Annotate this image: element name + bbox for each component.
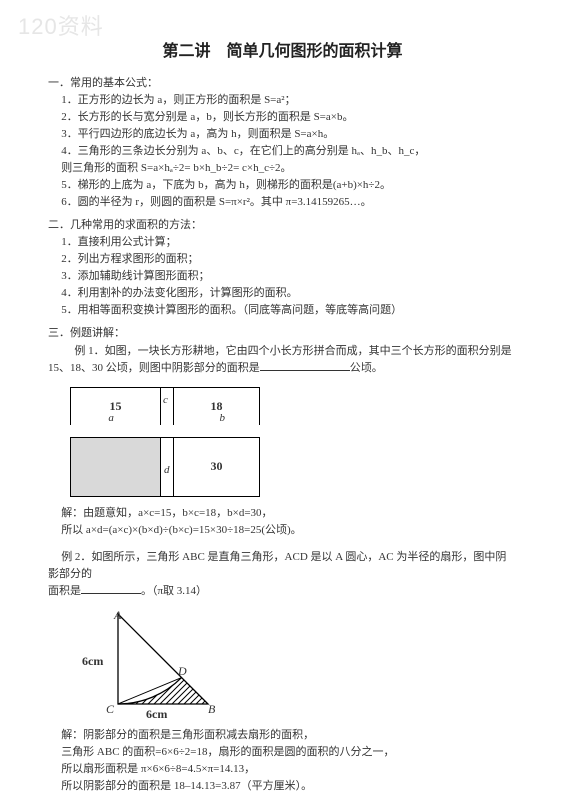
s1-item: 2．长方形的长与宽分别是 a，b，则长方形的面积是 S=a×b。 [61, 109, 517, 126]
fig1-label-c: c [163, 392, 168, 409]
page-title: 第二讲 简单几何图形的面积计算 [48, 40, 517, 65]
blank-fill [260, 360, 350, 370]
section-2: 二．几种常用的求面积的方法： 1．直接利用公式计算； 2．列出方程求图形的面积；… [48, 217, 517, 319]
fig2-A: A [114, 606, 121, 625]
fig1-val-30: 30 [211, 457, 223, 476]
fig2-D: D [178, 662, 187, 681]
fig2-6cm-left: 6cm [82, 652, 103, 671]
s1-item: 6．圆的半径为 r，则圆的面积是 S=π×r²。其中 π=3.14159265…… [61, 194, 517, 211]
s1-item: 5．梯形的上底为 a，下底为 b，高为 h，则梯形的面积是(a+b)×h÷2。 [61, 177, 517, 194]
ex1-line2-pre: 15、18、30 公顷，则图中阴影部分的面积是 [48, 362, 260, 374]
s1-item: 则三角形的面积 S=a×hₐ÷2= b×h_b÷2= c×h_c÷2。 [61, 160, 517, 177]
ex2-line2-suf: 。（π取 3.14） [141, 585, 207, 597]
ex2-s1: 解：阴影部分的面积是三角形面积减去扇形的面积， [61, 727, 517, 744]
s1-item: 3．平行四边形的底边长为 a，高为 h，则面积是 S=a×h。 [61, 126, 517, 143]
s1-item: 1．正方形的边长为 a，则正方形的面积是 S=a²； [61, 92, 517, 109]
figure-2: A C B D 6cm 6cm [78, 606, 248, 721]
ex1-line2-suf: 公顷。 [350, 362, 383, 374]
s1-item: 4．三角形的三条边长分别为 a、b、c，在它们上的高分别是 hₐ、h_b、h_c… [61, 143, 517, 160]
figure-1: 15 a c 18 b d 30 [70, 387, 260, 497]
example-2: 例 2．如图所示，三角形 ABC 是直角三角形，ACD 是以 A 圆心，AC 为… [48, 549, 517, 795]
example-1: 例 1．如图，一块长方形耕地，它由四个小长方形拼合而成，其中三个长方形的面积分别… [48, 343, 517, 539]
fig1-label-b: b [220, 410, 226, 427]
ex2-s4: 所以阴影部分的面积是 18–14.13=3.87（平方厘米）。 [61, 778, 517, 795]
ex2-s2: 三角形 ABC 的面积=6×6÷2=18，扇形的面积是圆的面积的八分之一， [61, 744, 517, 761]
fig2-B: B [208, 700, 215, 719]
ex2-line1: 例 2．如图所示，三角形 ABC 是直角三角形，ACD 是以 A 圆心，AC 为… [48, 551, 506, 580]
s2-item: 2．列出方程求图形的面积； [61, 251, 517, 268]
section-2-heading: 二．几种常用的求面积的方法： [48, 217, 517, 234]
fig2-C: C [106, 700, 114, 719]
ex1-sol1: 解：由题意知，a×c=15，b×c=18，b×d=30， [61, 505, 517, 522]
section-1-heading: 一．常用的基本公式： [48, 75, 517, 92]
s2-item: 3．添加辅助线计算图形面积； [61, 268, 517, 285]
fig1-label-d: d [164, 462, 170, 479]
ex1-line1: 例 1．如图，一块长方形耕地，它由四个小长方形拼合而成，其中三个长方形的面积分别… [74, 345, 511, 357]
section-3: 三．例题讲解： 例 1．如图，一块长方形耕地，它由四个小长方形拼合而成，其中三个… [48, 325, 517, 795]
s2-item: 1．直接利用公式计算； [61, 234, 517, 251]
section-3-heading: 三．例题讲解： [48, 325, 517, 342]
section-1: 一．常用的基本公式： 1．正方形的边长为 a，则正方形的面积是 S=a²； 2．… [48, 75, 517, 211]
blank-fill [81, 583, 141, 593]
ex1-sol2: 所以 a×d=(a×c)×(b×d)÷(b×c)=15×30÷18=25(公顷)… [61, 522, 517, 539]
ex2-s3: 所以扇形面积是 π×6×6÷8=4.5×π=14.13， [61, 761, 517, 778]
fig1-label-a: a [108, 410, 114, 427]
s2-item: 4．利用割补的办法变化图形，计算图形的面积。 [61, 285, 517, 302]
s2-item: 5．用相等面积变换计算图形的面积。（同底等高问题，等底等高问题） [61, 302, 517, 319]
fig2-6cm-bottom: 6cm [146, 705, 167, 724]
ex2-line2-mid: 面积是 [48, 585, 81, 597]
watermark: 120资料 [18, 10, 104, 44]
